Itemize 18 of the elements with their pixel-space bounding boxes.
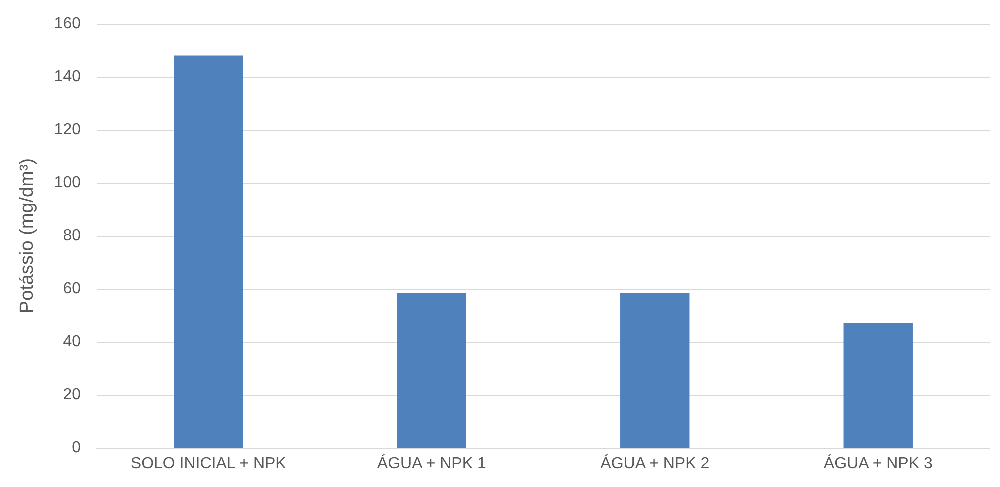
- bar: [844, 323, 913, 448]
- y-tick-label: 120: [54, 122, 82, 138]
- y-tick-label: 40: [63, 334, 82, 350]
- y-tick-label: 140: [54, 68, 82, 86]
- y-tick-label: 100: [54, 174, 82, 192]
- bar: [620, 292, 690, 448]
- y-tick-label: 80: [63, 228, 82, 244]
- x-tick-label: SOLO INICIAL + NPK: [130, 456, 287, 472]
- x-tick-label: ÁGUA + NPK 2: [600, 454, 710, 472]
- y-tick-label: 20: [63, 386, 82, 404]
- bar: [397, 292, 466, 448]
- bar: [174, 56, 244, 448]
- y-axis-title: Potássio (mg/dm³): [17, 158, 38, 314]
- y-tick-label: 60: [63, 280, 82, 298]
- y-tick-label: 0: [72, 440, 82, 456]
- y-tick-label: 160: [54, 16, 82, 32]
- x-tick-label: ÁGUA + NPK 1: [377, 454, 486, 472]
- x-tick-label: ÁGUA + NPK 3: [824, 454, 933, 472]
